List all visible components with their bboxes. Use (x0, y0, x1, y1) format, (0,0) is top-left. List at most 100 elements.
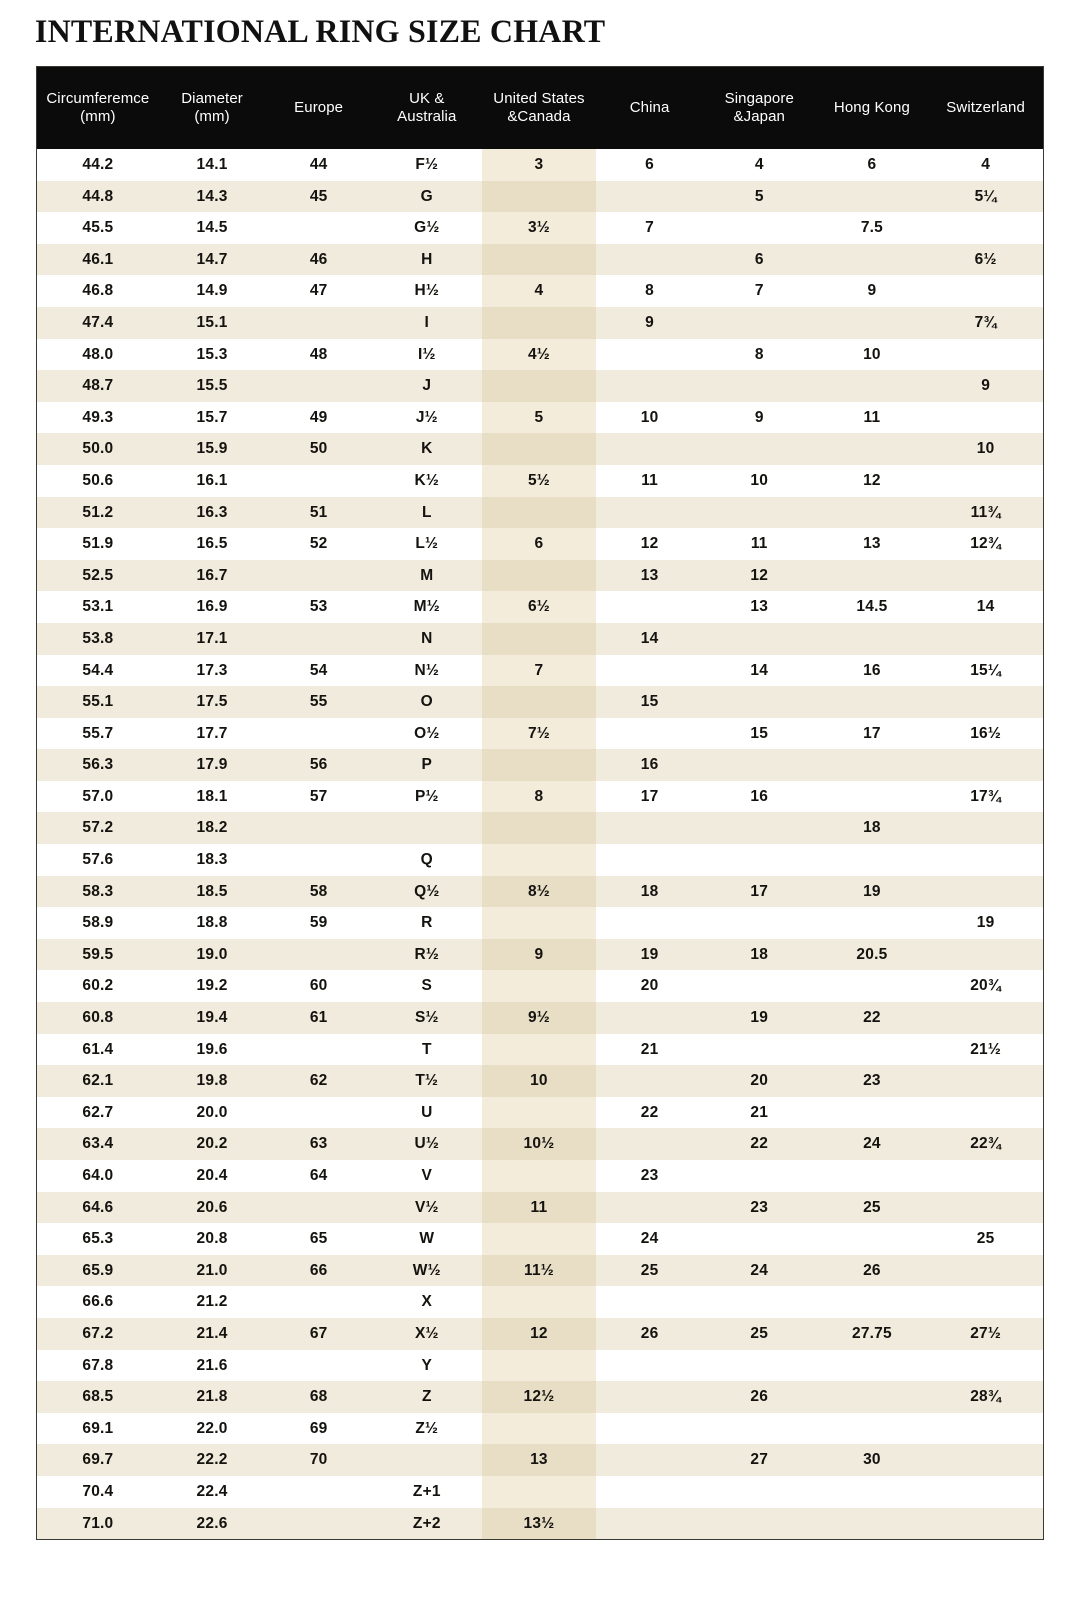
table-row: 44.2 14.1 44 F½ 3 6 4 6 4 (37, 149, 1043, 181)
cell-circumference: 65.9 (37, 1254, 159, 1287)
cell-switzerland (928, 875, 1043, 908)
cell-singapore_japan: 12 (702, 559, 816, 592)
cell-switzerland (928, 212, 1043, 244)
cell-circumference: 51.2 (37, 496, 159, 529)
cell-uk_australia: H½ (371, 275, 482, 307)
column-header-line1: Circumferemce (46, 90, 150, 107)
cell-europe (265, 812, 372, 845)
cell-uk_australia: S (371, 970, 482, 1003)
cell-china: 26 (596, 1317, 703, 1350)
table-row: 53.1 16.9 53 M½ 6½ 13 14.5 14 (37, 591, 1043, 623)
cell-china (596, 591, 703, 623)
cell-europe (265, 622, 372, 655)
table-row: 58.9 18.8 59 R 19 (37, 907, 1043, 939)
cell-singapore_japan (702, 1412, 816, 1445)
cell-switzerland: 16½ (928, 717, 1043, 750)
cell-switzerland (928, 749, 1043, 781)
cell-us_canada (481, 749, 597, 781)
cell-singapore_japan: 24 (702, 1254, 816, 1287)
cell-hong_kong: 11 (815, 401, 929, 434)
cell-uk_australia: M (371, 559, 482, 592)
cell-switzerland (928, 401, 1043, 434)
cell-switzerland (928, 464, 1043, 497)
cell-uk_australia: O (371, 686, 482, 718)
cell-europe: 54 (265, 654, 372, 687)
cell-circumference: 46.1 (37, 243, 159, 276)
cell-uk_australia: Z (371, 1381, 482, 1413)
cell-us_canada (481, 180, 597, 213)
cell-singapore_japan: 22 (702, 1128, 816, 1160)
table-row: 48.0 15.3 48 I½ 4½ 8 10 (37, 338, 1043, 371)
cell-europe: 59 (265, 907, 372, 939)
cell-switzerland: 5¼ (928, 180, 1043, 213)
cell-switzerland: 20¾ (928, 970, 1043, 1003)
cell-diameter: 17.9 (158, 749, 266, 781)
cell-hong_kong (815, 622, 929, 655)
cell-us_canada: 8½ (481, 875, 597, 908)
table-row: 67.8 21.6 Y (37, 1349, 1043, 1382)
cell-circumference: 55.1 (37, 686, 159, 718)
cell-singapore_japan: 5 (702, 180, 816, 213)
cell-singapore_japan (702, 812, 816, 845)
cell-europe (265, 559, 372, 592)
cell-us_canada (481, 1096, 597, 1129)
cell-diameter: 14.9 (158, 275, 266, 307)
cell-europe (265, 844, 372, 876)
cell-circumference: 62.7 (37, 1096, 159, 1129)
cell-us_canada (481, 1349, 597, 1382)
cell-circumference: 70.4 (37, 1475, 159, 1508)
cell-diameter: 20.0 (158, 1096, 266, 1129)
cell-diameter: 20.4 (158, 1160, 266, 1192)
cell-circumference: 58.9 (37, 907, 159, 939)
cell-us_canada: 9½ (481, 1002, 597, 1034)
cell-singapore_japan (702, 1160, 816, 1192)
cell-europe (265, 717, 372, 750)
table-row: 49.3 15.7 49 J½ 5 10 9 11 (37, 401, 1043, 434)
cell-us_canada: 11 (481, 1191, 597, 1224)
cell-hong_kong (815, 1412, 929, 1445)
cell-hong_kong: 23 (815, 1065, 929, 1097)
table-body: 44.2 14.1 44 F½ 3 6 4 6 4 44.8 14.3 45 G 5 5¼ 45.5 14.5 G… (37, 149, 1043, 1540)
cell-hong_kong (815, 496, 929, 529)
cell-hong_kong: 10 (815, 338, 929, 371)
cell-singapore_japan (702, 433, 816, 465)
cell-china: 21 (596, 1033, 703, 1066)
cell-singapore_japan: 6 (702, 243, 816, 276)
cell-uk_australia: Z½ (371, 1412, 482, 1445)
cell-us_canada: 5½ (481, 464, 597, 497)
cell-circumference: 60.2 (37, 970, 159, 1003)
cell-uk_australia: H (371, 243, 482, 276)
column-header-line1: Singapore (724, 90, 794, 107)
cell-hong_kong (815, 306, 929, 339)
cell-singapore_japan (702, 844, 816, 876)
cell-hong_kong: 14.5 (815, 591, 929, 623)
cell-china (596, 1381, 703, 1413)
table-header: Circumferemce (mm) Diameter (mm) Europe UK & A… (37, 67, 1043, 149)
cell-switzerland (928, 938, 1043, 971)
cell-switzerland (928, 1254, 1043, 1287)
cell-uk_australia: J½ (371, 401, 482, 434)
cell-us_canada: 5 (481, 401, 597, 434)
cell-uk_australia: J (371, 370, 482, 402)
cell-hong_kong: 12 (815, 464, 929, 497)
cell-us_canada (481, 306, 597, 339)
table-row: 64.0 20.4 64 V 23 (37, 1160, 1043, 1192)
cell-europe: 65 (265, 1223, 372, 1255)
cell-switzerland (928, 1286, 1043, 1318)
cell-europe: 49 (265, 401, 372, 434)
cell-us_canada (481, 433, 597, 465)
cell-hong_kong (815, 180, 929, 213)
cell-diameter: 20.6 (158, 1191, 266, 1224)
cell-circumference: 46.8 (37, 275, 159, 307)
column-header-circumference: Circumferemce (mm) (37, 67, 159, 149)
column-header-line1: Switzerland (946, 99, 1025, 116)
cell-us_canada: 12½ (481, 1381, 597, 1413)
cell-switzerland: 14 (928, 591, 1043, 623)
cell-singapore_japan (702, 496, 816, 529)
cell-europe: 56 (265, 749, 372, 781)
table-row: 45.5 14.5 G½ 3½ 7 7.5 (37, 212, 1043, 244)
cell-hong_kong: 19 (815, 875, 929, 908)
cell-hong_kong (815, 970, 929, 1003)
cell-china (596, 1412, 703, 1445)
cell-singapore_japan (702, 622, 816, 655)
